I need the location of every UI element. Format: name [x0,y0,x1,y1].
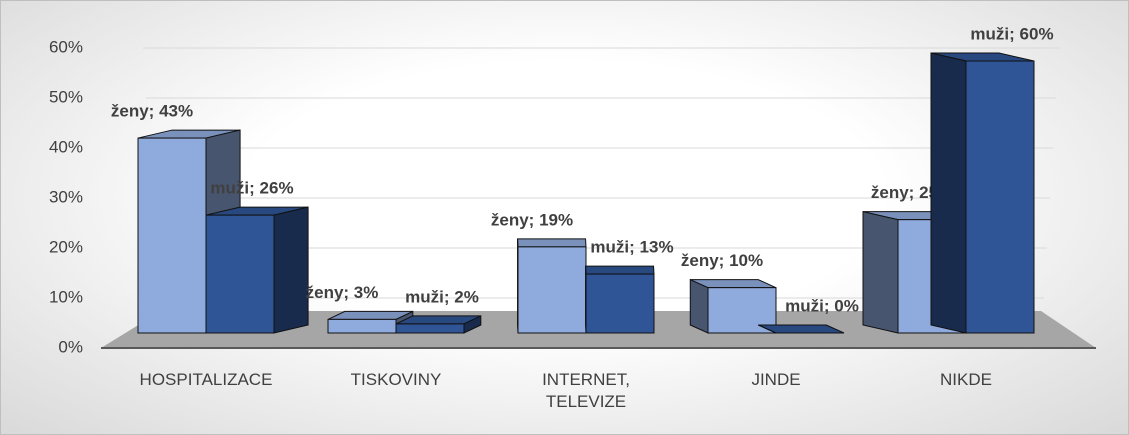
data-label: muži; 13% [590,238,673,257]
x-tick-label: NIKDE [940,370,992,389]
bar [395,323,465,334]
bar [205,214,275,334]
y-tick-label: 50% [49,87,83,106]
data-label: muži; 2% [405,287,479,306]
y-tick-label: 30% [49,187,83,206]
bar [137,137,207,334]
bar-side [862,211,899,334]
data-label: muži; 26% [210,179,293,198]
data-label: ženy; 19% [491,210,573,229]
bar-top [517,238,587,248]
y-tick-label: 10% [49,287,83,306]
data-label: muži; 0% [785,296,859,315]
bar-side [689,278,709,334]
bar-top [585,265,655,275]
data-label: ženy; 43% [111,102,193,121]
y-tick-label: 60% [49,37,83,56]
bar [517,246,587,334]
y-tick-label: 20% [49,237,83,256]
bar-side [273,206,309,334]
bar-side [758,324,777,334]
data-label: ženy; 10% [681,251,763,270]
x-tick-label: HOSPITALIZACE [139,370,273,389]
x-tick-label: JINDE [751,370,801,389]
y-tick-label: 0% [58,337,83,356]
y-tick-label: 40% [49,137,83,156]
x-tick-label: INTERNET, TELEVIZE [542,370,630,411]
bar [965,60,1035,334]
data-label: muži; 60% [970,24,1053,43]
data-label: ženy; 3% [306,283,379,302]
x-tick-label: TISKOVINY [350,370,442,389]
bar-side [930,52,967,334]
bar [327,318,397,334]
bar [585,273,655,334]
